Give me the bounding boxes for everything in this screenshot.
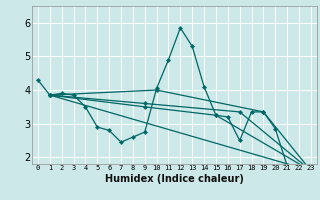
X-axis label: Humidex (Indice chaleur): Humidex (Indice chaleur) (105, 174, 244, 184)
